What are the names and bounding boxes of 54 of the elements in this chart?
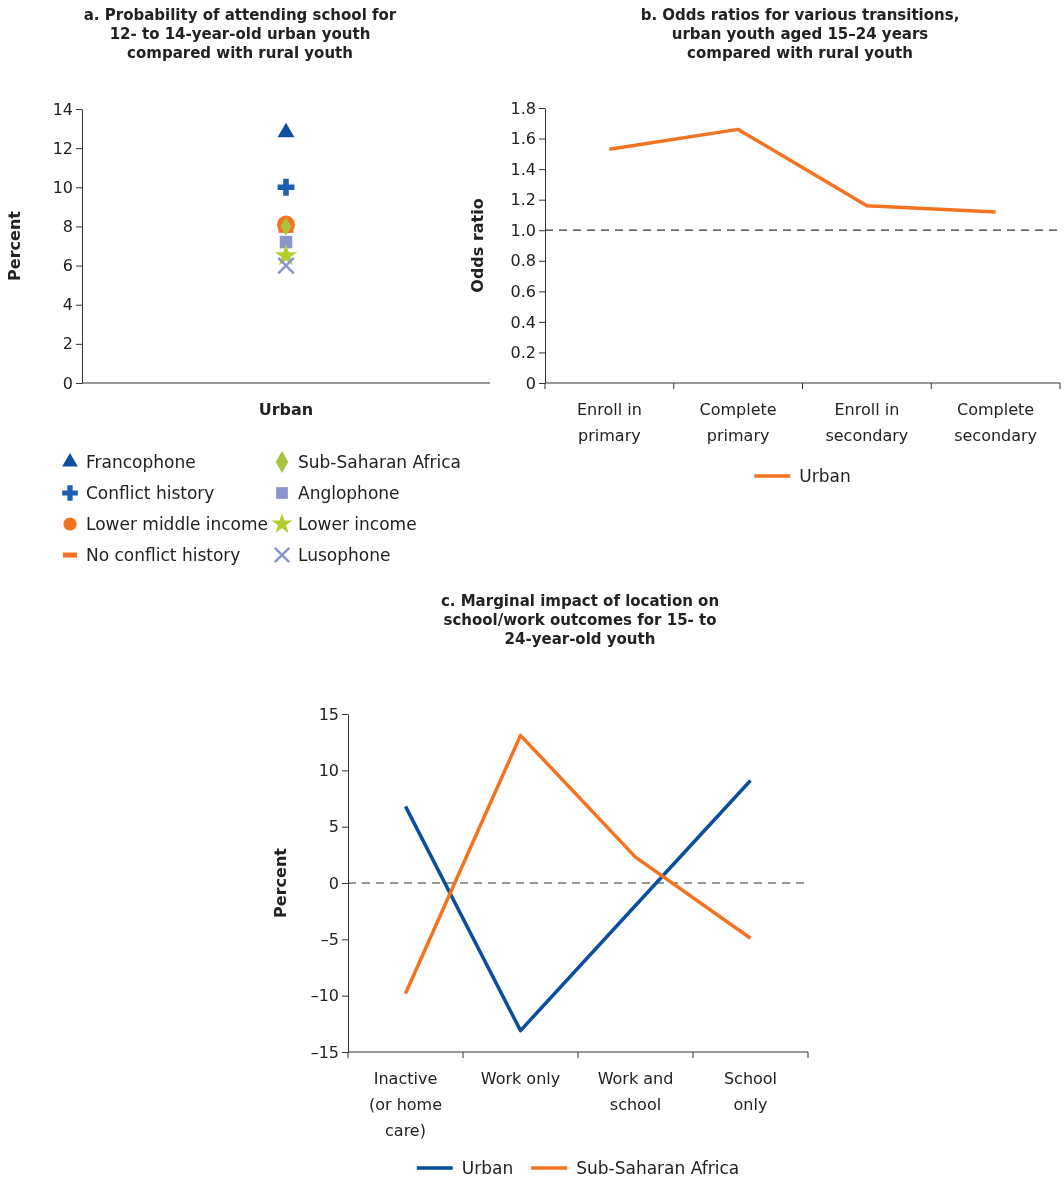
line-series (607, 127, 998, 214)
legend-label: Conflict history (86, 483, 215, 503)
y-axis-title: Percent (5, 210, 24, 281)
chart-title: b. Odds ratios for various transitions, urban youth aged 15–24 years compared with rural youth (640, 6, 960, 62)
y-tick-label: 0 (328, 873, 339, 893)
line-series (403, 778, 753, 1033)
y-tick-label: 0.8 (510, 251, 536, 271)
y-tick-label: 0 (525, 373, 536, 393)
y-tick-label: 10 (318, 760, 339, 780)
chart-title: c. Marginal impact of location on school/work outcomes for 15- to 24-year-old youth (440, 592, 720, 648)
y-tick-label: 6 (62, 256, 73, 276)
y-tick-label: 0 (62, 373, 73, 393)
y-tick-label: 10 (52, 177, 73, 197)
legend-label: Urban (461, 1158, 514, 1178)
chart-title: a. Probability of attending school for 12- to 14-year-old urban youth compared with rural youth (83, 6, 397, 62)
y-tick-label: 1.4 (510, 159, 536, 179)
x-tick-label: Complete primary (699, 400, 777, 445)
x-tick-label: Enroll in primary (576, 400, 642, 445)
x-tick-label: School only (723, 1069, 778, 1114)
x-tick-label: Urban (258, 400, 314, 419)
legend-label: Sub-Saharan Africa (298, 452, 461, 472)
y-tick-label: 0.6 (510, 281, 536, 301)
y-tick-label: 1.8 (510, 98, 536, 118)
y-tick-label: 12 (52, 138, 73, 158)
x-tick-label: Work and school (597, 1069, 674, 1114)
y-tick-label: 1.0 (510, 220, 536, 240)
y-tick-label: 4 (62, 295, 73, 315)
y-tick-label: –5 (320, 929, 339, 949)
legend-label: Anglophone (298, 483, 400, 503)
y-tick-label: 0.2 (510, 343, 536, 363)
y-tick-label: 1.2 (510, 190, 536, 210)
x-tick-label: Inactive (or home care) (368, 1069, 443, 1140)
y-tick-label: 15 (318, 704, 339, 724)
legend-label: Urban (799, 466, 851, 486)
y-axis-title: Percent (271, 847, 290, 918)
y-tick-label: –10 (310, 986, 339, 1006)
legend-label: Sub-Saharan Africa (576, 1158, 740, 1178)
y-axis-title: Odds ratio (468, 198, 487, 293)
y-tick-label: 5 (328, 817, 339, 837)
y-tick-label: 0.4 (510, 312, 536, 332)
x-tick-label: Work only (480, 1069, 561, 1088)
line-series (403, 733, 753, 996)
x-tick-label: Enroll in secondary (825, 400, 909, 445)
x-tick-label: Complete secondary (954, 400, 1038, 445)
legend-label: Lower income (298, 514, 417, 534)
y-tick-label: 2 (62, 334, 73, 354)
legend-label: Lusophone (298, 545, 391, 565)
legend-label: Francophone (86, 452, 196, 472)
y-tick-label: –15 (310, 1042, 339, 1062)
y-tick-label: 1.6 (510, 129, 536, 149)
y-tick-label: 8 (62, 217, 73, 237)
legend-label: Lower middle income (86, 514, 269, 534)
y-tick-label: 14 (52, 99, 73, 119)
legend-label: No conflict history (86, 545, 241, 565)
